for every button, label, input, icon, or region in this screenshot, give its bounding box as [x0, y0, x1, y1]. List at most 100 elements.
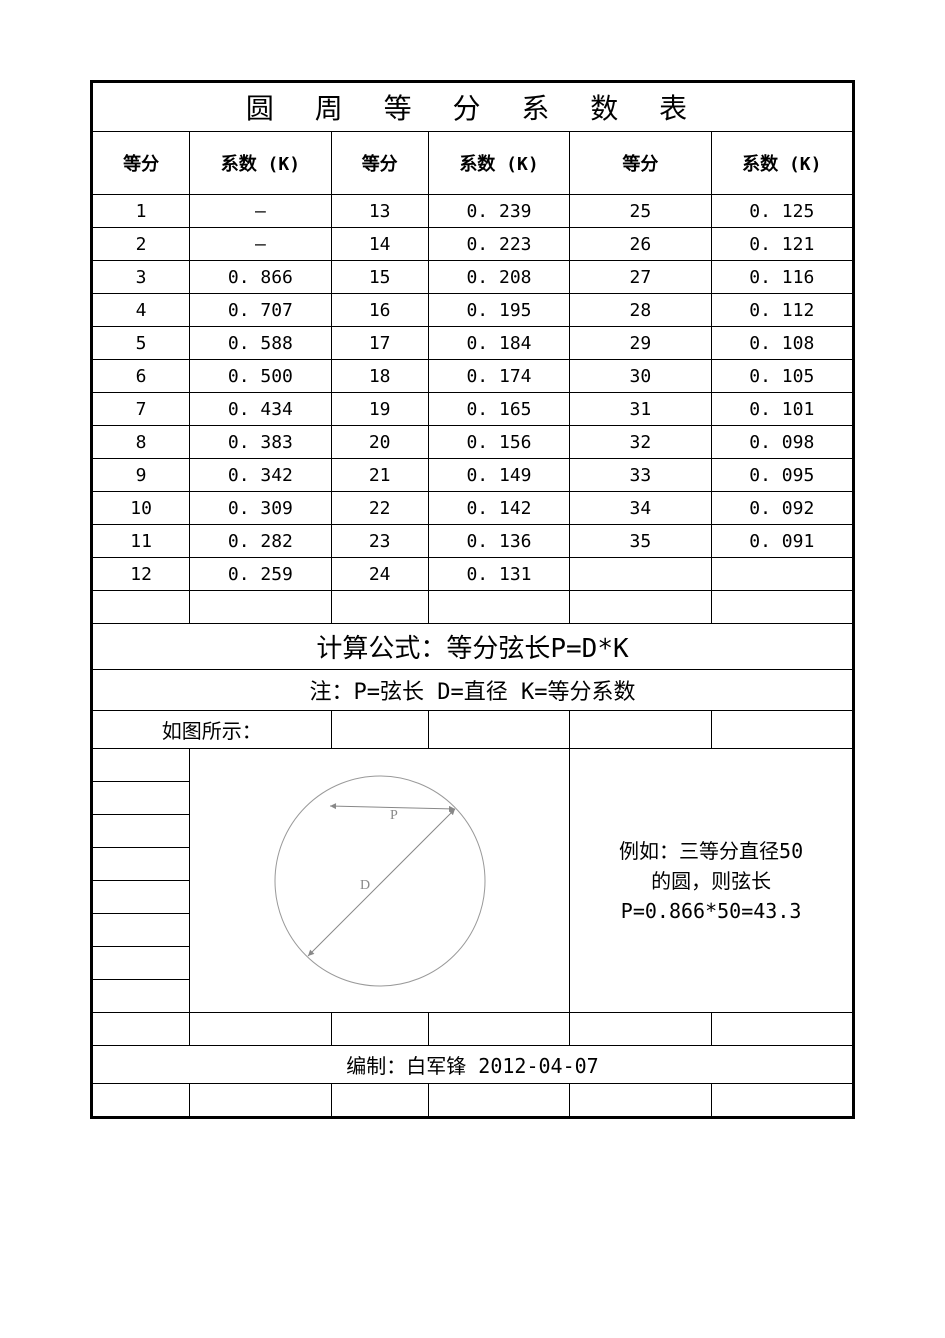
table-row: 50. 588170. 184290. 108: [93, 327, 853, 360]
table-cell: 0. 116: [711, 261, 852, 294]
table-cell: 27: [570, 261, 711, 294]
table-row: 110. 282230. 136350. 091: [93, 525, 853, 558]
table-cell: 0. 500: [190, 360, 331, 393]
table-cell: 0. 866: [190, 261, 331, 294]
table-cell: 21: [331, 459, 428, 492]
spacer-row: [93, 1013, 853, 1046]
table-cell: 5: [93, 327, 190, 360]
table-cell: 0. 095: [711, 459, 852, 492]
table-cell: —: [190, 228, 331, 261]
table-row: 1—130. 239250. 125: [93, 195, 853, 228]
table-cell: —: [190, 195, 331, 228]
table-cell: [711, 558, 852, 591]
example-cell: 例如：三等分直径50 的圆，则弦长 P=0.866*50=43.3: [570, 749, 853, 1013]
left-stub: [93, 980, 190, 1013]
table-cell: 10: [93, 492, 190, 525]
table-cell: 0. 121: [711, 228, 852, 261]
table-cell: 0. 092: [711, 492, 852, 525]
table-cell: 0. 282: [190, 525, 331, 558]
table-cell: 0. 588: [190, 327, 331, 360]
left-stub: [93, 815, 190, 848]
diameter-line: [308, 809, 455, 956]
table-cell: 22: [331, 492, 428, 525]
table-cell: 24: [331, 558, 428, 591]
label-d: D: [360, 878, 370, 893]
col-header-n3: 等分: [570, 132, 711, 195]
table-row: 2—140. 223260. 121: [93, 228, 853, 261]
table-cell: 0. 239: [428, 195, 569, 228]
label-p: P: [390, 808, 398, 823]
table-cell: 4: [93, 294, 190, 327]
table-cell: 0. 112: [711, 294, 852, 327]
table-cell: 0. 383: [190, 426, 331, 459]
table-cell: 34: [570, 492, 711, 525]
table-cell: 0. 223: [428, 228, 569, 261]
table-cell: 11: [93, 525, 190, 558]
spacer-row: [93, 591, 853, 624]
data-body: 1—130. 239250. 1252—140. 223260. 12130. …: [93, 195, 853, 591]
table-cell: 20: [331, 426, 428, 459]
table-cell: 7: [93, 393, 190, 426]
table-cell: 0. 136: [428, 525, 569, 558]
table-cell: 0. 108: [711, 327, 852, 360]
table-row: 90. 342210. 149330. 095: [93, 459, 853, 492]
table-cell: 26: [570, 228, 711, 261]
author-text: 编制：白军锋 2012-04-07: [93, 1046, 853, 1084]
example-line3: P=0.866*50=43.3: [570, 896, 852, 926]
left-stub: [93, 782, 190, 815]
table-cell: 0. 309: [190, 492, 331, 525]
table-row: 100. 309220. 142340. 092: [93, 492, 853, 525]
table-cell: 6: [93, 360, 190, 393]
table-cell: 0. 434: [190, 393, 331, 426]
formula-text: 计算公式：等分弦长P=D*K: [93, 624, 853, 670]
table-cell: 32: [570, 426, 711, 459]
table-cell: 19: [331, 393, 428, 426]
col-header-k2: 系数 (K): [428, 132, 569, 195]
table-cell: 35: [570, 525, 711, 558]
table-cell: 0. 156: [428, 426, 569, 459]
table-cell: 0. 184: [428, 327, 569, 360]
table-cell: 13: [331, 195, 428, 228]
table-cell: 0. 208: [428, 261, 569, 294]
table-cell: 33: [570, 459, 711, 492]
circle-diagram: P D: [250, 761, 510, 1001]
table-cell: 28: [570, 294, 711, 327]
table-cell: 0. 142: [428, 492, 569, 525]
coefficient-sheet: 圆 周 等 分 系 数 表 等分 系数 (K) 等分 系数 (K) 等分 系数 …: [90, 80, 855, 1119]
table-cell: 0. 091: [711, 525, 852, 558]
table-cell: 3: [93, 261, 190, 294]
table-cell: 8: [93, 426, 190, 459]
table-cell: 0. 131: [428, 558, 569, 591]
left-stub: [93, 947, 190, 980]
header-row: 等分 系数 (K) 等分 系数 (K) 等分 系数 (K): [93, 132, 853, 195]
table-cell: 18: [331, 360, 428, 393]
table-row: 60. 500180. 174300. 105: [93, 360, 853, 393]
col-header-n1: 等分: [93, 132, 190, 195]
table-row: 120. 259240. 131: [93, 558, 853, 591]
left-stub: [93, 881, 190, 914]
table-row: 40. 707160. 195280. 112: [93, 294, 853, 327]
table-cell: 30: [570, 360, 711, 393]
table-cell: 9: [93, 459, 190, 492]
table-cell: 12: [93, 558, 190, 591]
diagram-cell: P D: [190, 749, 570, 1013]
table-cell: 31: [570, 393, 711, 426]
table-cell: 23: [331, 525, 428, 558]
left-stub: [93, 749, 190, 782]
left-stub: [93, 848, 190, 881]
table-cell: 0. 259: [190, 558, 331, 591]
table-row: 80. 383200. 156320. 098: [93, 426, 853, 459]
table-cell: 0. 342: [190, 459, 331, 492]
table-row: 30. 866150. 208270. 116: [93, 261, 853, 294]
table-cell: 15: [331, 261, 428, 294]
sheet-title: 圆 周 等 分 系 数 表: [93, 83, 853, 132]
table-cell: 0. 149: [428, 459, 569, 492]
table-cell: 0. 195: [428, 294, 569, 327]
diagram-label: 如图所示：: [93, 711, 332, 749]
table-cell: 2: [93, 228, 190, 261]
table-cell: 0. 105: [711, 360, 852, 393]
table-row: 70. 434190. 165310. 101: [93, 393, 853, 426]
col-header-n2: 等分: [331, 132, 428, 195]
example-line2: 的圆，则弦长: [570, 866, 852, 896]
table-cell: 0. 165: [428, 393, 569, 426]
